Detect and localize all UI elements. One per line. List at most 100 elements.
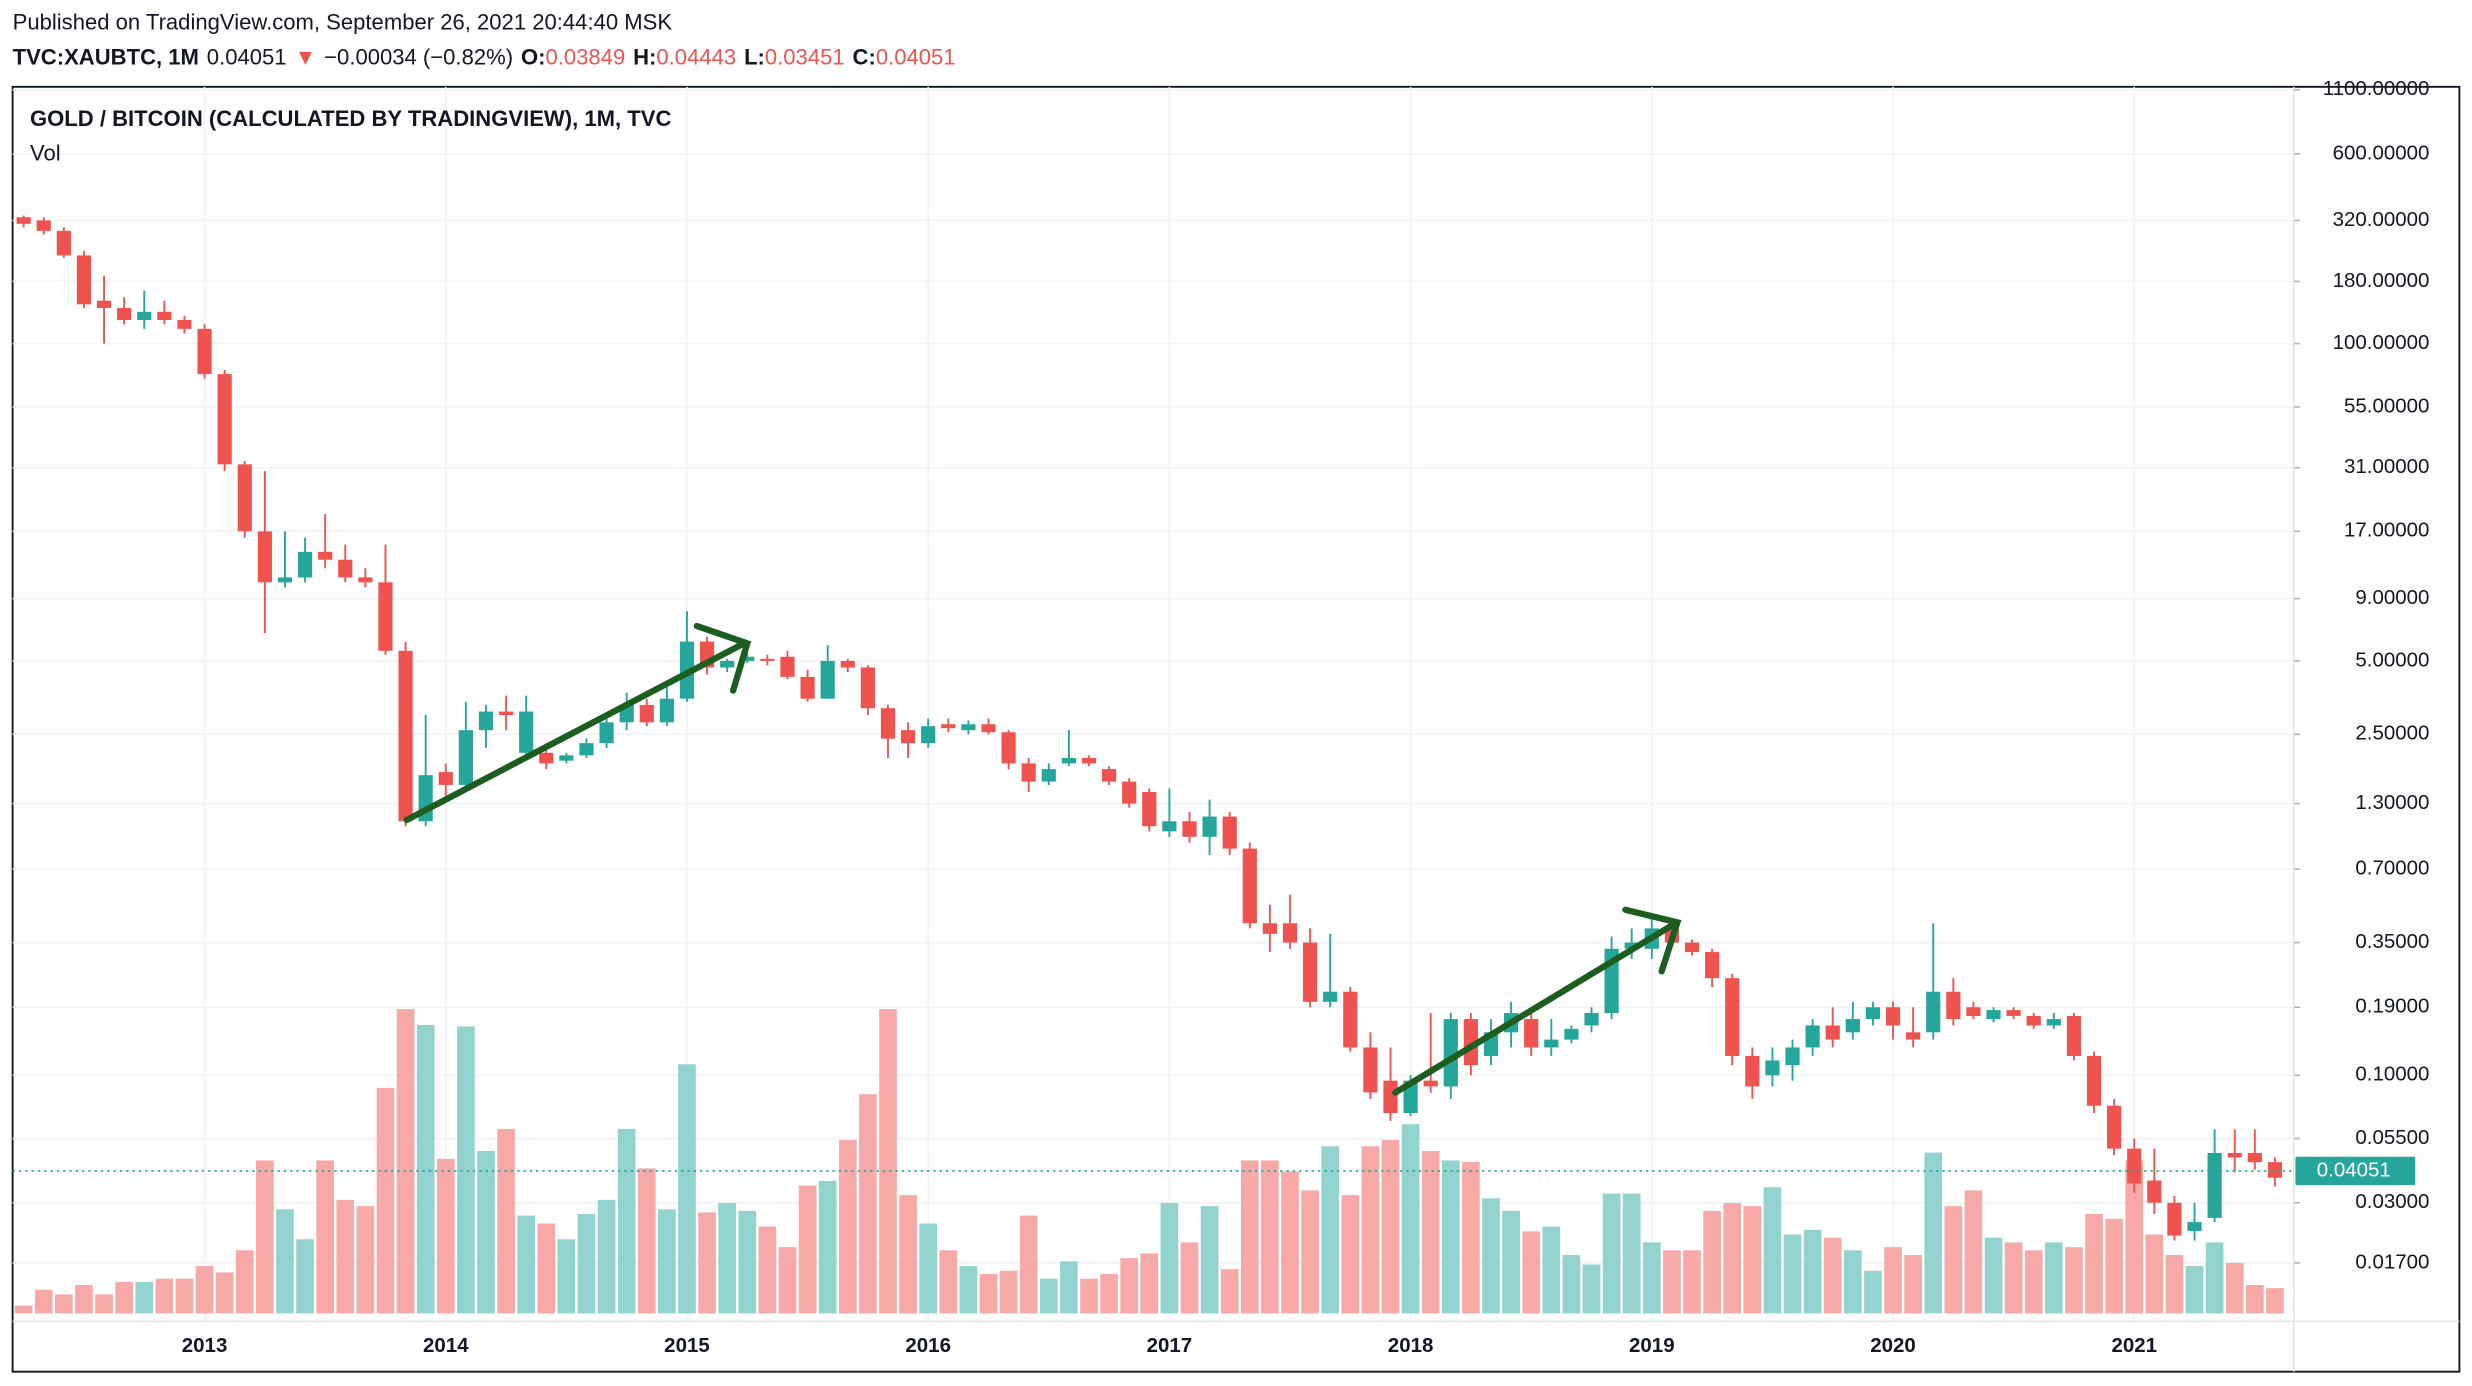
- candle-body: [76, 255, 92, 305]
- volume-bar: [919, 1223, 938, 1314]
- y-tick-label: 31.00000: [2344, 455, 2429, 478]
- candle-body: [458, 730, 473, 785]
- y-tick-label: 320.00000: [2333, 208, 2430, 231]
- published-line: Published on TradingView.com, September …: [13, 10, 673, 35]
- volume-bar: [1100, 1273, 1118, 1314]
- volume-bar: [1924, 1152, 1943, 1314]
- volume-bar: [1120, 1258, 1139, 1314]
- candle-body: [1765, 1060, 1780, 1076]
- candle-body: [1524, 1019, 1539, 1048]
- volume-bar: [1522, 1231, 1541, 1314]
- candle-body: [1303, 942, 1318, 1002]
- volume-bar: [215, 1272, 234, 1314]
- symbol: TVC:XAUBTC, 1M: [13, 44, 199, 69]
- volume-bar: [738, 1210, 757, 1314]
- x-tick-label: 2020: [1870, 1334, 1916, 1357]
- candle-body: [921, 726, 936, 744]
- candle-body: [1926, 991, 1941, 1033]
- volume-bar: [617, 1128, 636, 1314]
- ohlc-value: 0.04443: [656, 44, 736, 69]
- y-tick-label: 0.19000: [2355, 995, 2429, 1018]
- volume-bar: [376, 1087, 395, 1314]
- volume-bar: [1944, 1206, 1963, 1314]
- candle-body: [941, 724, 956, 729]
- candle-body: [1162, 821, 1177, 832]
- candle-body: [1343, 991, 1358, 1048]
- candle-body: [1966, 1007, 1981, 1016]
- volume-bar: [1240, 1160, 1259, 1314]
- last-price-box: [2295, 1156, 2416, 1186]
- ohlc-value: 0.04051: [876, 44, 956, 69]
- last-price-label: 0.04051: [2317, 1158, 2391, 1181]
- volume-bar: [296, 1239, 314, 1314]
- volume-bar: [1060, 1261, 1078, 1314]
- candle-body: [1363, 1047, 1378, 1093]
- trend-arrow: [1392, 906, 1682, 1096]
- volume-bar: [2225, 1262, 2244, 1314]
- volume-bar: [698, 1212, 716, 1314]
- ohlc-label: L:: [744, 44, 765, 69]
- y-tick-label: 0.03000: [2355, 1190, 2429, 1213]
- candle-body: [1443, 1019, 1458, 1087]
- y-tick-label: 0.01700: [2355, 1250, 2429, 1273]
- volume-bar: [1783, 1234, 1802, 1314]
- y-tick-label: 0.10000: [2355, 1063, 2429, 1086]
- annotations: GOLD / BITCOIN (CALCULATED BY TRADINGVIE…: [30, 106, 1682, 1096]
- volume-bar: [396, 1009, 415, 1314]
- y-tick-label: 5.00000: [2355, 648, 2429, 671]
- volume-bar: [838, 1139, 857, 1314]
- candle-body: [1463, 1019, 1478, 1066]
- volume-bar: [1904, 1255, 1922, 1314]
- candle-body: [1202, 816, 1217, 837]
- volume-bar: [1381, 1139, 1400, 1314]
- candle-body: [1906, 1032, 1921, 1040]
- candle-body: [840, 660, 855, 668]
- candle-body: [1021, 763, 1036, 782]
- volume-bar: [1602, 1193, 1621, 1314]
- volume-bar: [879, 1009, 897, 1314]
- volume-bar: [175, 1278, 194, 1314]
- candle-body: [96, 300, 112, 309]
- y-tick-label: 9.00000: [2355, 586, 2429, 609]
- candle-body: [1061, 757, 1076, 764]
- candle-body: [1785, 1047, 1800, 1066]
- volume-bar: [1261, 1160, 1279, 1314]
- volume-bar: [276, 1209, 294, 1314]
- volume-bar: [798, 1185, 817, 1314]
- volume-bar: [95, 1294, 113, 1314]
- volume-bar: [1562, 1255, 1581, 1314]
- volume-bar: [1803, 1229, 1822, 1314]
- candle-body: [2247, 1152, 2262, 1163]
- volume-bar: [859, 1094, 877, 1314]
- volume-bar: [2004, 1242, 2023, 1314]
- candle-body: [780, 656, 795, 677]
- candle-body: [2107, 1105, 2122, 1149]
- volume-bar: [2024, 1250, 2043, 1314]
- y-tick-label: 55.00000: [2344, 394, 2429, 417]
- volume-bar: [658, 1209, 676, 1314]
- volume-bar: [939, 1250, 958, 1314]
- ohlc-label: H:: [633, 44, 656, 69]
- ohlc-value: 0.03451: [765, 44, 845, 69]
- candle-body: [2127, 1148, 2142, 1184]
- volume-bar: [1843, 1250, 1862, 1314]
- volume-bar: [1361, 1146, 1380, 1314]
- candle-body: [1725, 978, 1740, 1056]
- y-tick-label: 100.00000: [2333, 331, 2430, 354]
- candle-body: [157, 311, 172, 321]
- candle-body: [2066, 1015, 2082, 1056]
- candle-body: [1705, 952, 1720, 979]
- volume-bar: [2246, 1284, 2264, 1314]
- volume-bar: [1220, 1269, 1239, 1314]
- volume-bar: [1462, 1162, 1480, 1314]
- x-tick-label: 2019: [1629, 1334, 1675, 1357]
- candle-body: [177, 320, 192, 329]
- y-tick-label: 180.00000: [2333, 269, 2430, 292]
- volume-bar: [1884, 1247, 1902, 1314]
- candle-body: [1182, 821, 1197, 837]
- volume-bar: [1200, 1206, 1219, 1314]
- candle-body: [800, 676, 815, 699]
- volume-bar: [1421, 1150, 1440, 1314]
- candle-body: [1805, 1025, 1820, 1048]
